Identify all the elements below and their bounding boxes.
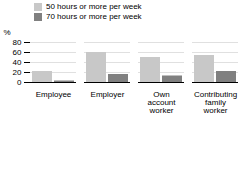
html-text:50 hours or more per week: 50 hours or more per week <box>46 2 142 11</box>
svg-text:%: % <box>4 28 11 37</box>
svg-text:Contributingfamilyworker: Contributingfamilyworker <box>194 90 237 115</box>
svg-text:80: 80 <box>13 38 22 47</box>
svg-text:Ownaccountworker: Ownaccountworker <box>147 90 176 115</box>
html-text:70 hours or more per week: 70 hours or more per week <box>46 12 142 21</box>
svg-text:Employer: Employer <box>91 90 125 99</box>
svg-text:Employee: Employee <box>36 90 72 99</box>
svg-text:40: 40 <box>13 58 22 67</box>
svg-text:0: 0 <box>17 78 22 87</box>
svg-text:20: 20 <box>13 68 22 77</box>
svg-text:60: 60 <box>13 48 22 57</box>
